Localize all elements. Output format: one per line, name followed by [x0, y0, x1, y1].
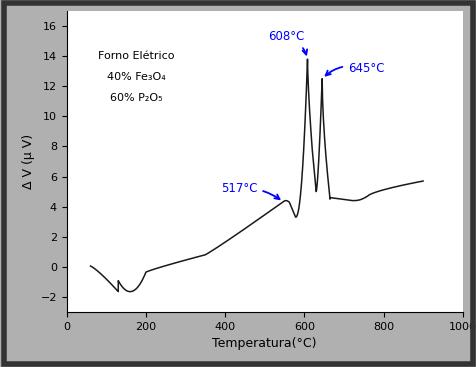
Text: Forno Elétrico: Forno Elétrico — [98, 51, 174, 61]
Text: 60% P₂O₅: 60% P₂O₅ — [109, 93, 162, 103]
Text: 645°C: 645°C — [325, 62, 384, 76]
Y-axis label: Δ V (μ V): Δ V (μ V) — [22, 134, 35, 189]
X-axis label: Temperatura(°C): Temperatura(°C) — [212, 337, 317, 350]
Text: 608°C: 608°C — [268, 30, 307, 55]
Text: 517°C: 517°C — [221, 182, 279, 199]
Text: 40% Fe₃O₄: 40% Fe₃O₄ — [107, 72, 165, 82]
